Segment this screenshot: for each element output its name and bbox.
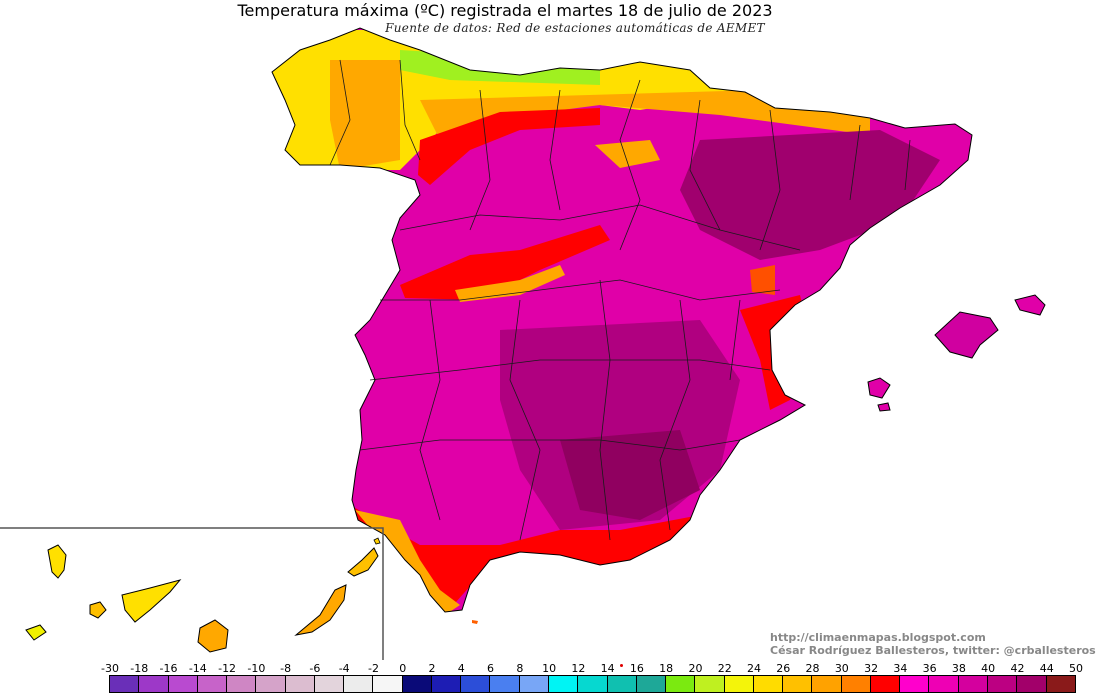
island-alboran — [472, 620, 478, 624]
province-borders — [329, 59, 911, 541]
legend-swatch — [1046, 676, 1075, 692]
legend-label: 0 — [399, 662, 407, 675]
legend-swatch — [461, 676, 491, 692]
legend-swatch — [724, 676, 754, 692]
legend-label: -14 — [188, 662, 207, 675]
legend-label: 44 — [1039, 662, 1054, 675]
legend-label: -12 — [218, 662, 237, 675]
legend-label: -30 — [101, 662, 119, 675]
legend-swatch — [753, 676, 784, 692]
legend-label: 16 — [629, 662, 644, 675]
island-lanzarote — [347, 547, 379, 577]
legend-swatch — [314, 676, 345, 692]
iberico-orange-spot — [595, 140, 660, 168]
legend-label: -10 — [247, 662, 266, 675]
legend-swatch — [578, 676, 608, 692]
legend-swatch — [958, 676, 988, 692]
island-graciosa — [373, 537, 381, 545]
legend-swatch — [256, 676, 286, 692]
legend-swatch — [841, 676, 871, 692]
legend-swatch — [636, 676, 667, 692]
central-orange-band — [455, 265, 565, 302]
legend-swatch — [783, 676, 813, 692]
legend-swatch — [929, 676, 959, 692]
legend-label: 30 — [834, 662, 849, 675]
legend-swatch — [402, 676, 432, 692]
map-title: Temperatura máxima (ºC) registrada el ma… — [237, 1, 773, 20]
island-formentera — [877, 402, 891, 412]
island-la-gomera — [89, 601, 107, 619]
legend-swatch — [519, 676, 549, 692]
legend-swatch — [666, 676, 696, 692]
legend-swatch — [900, 676, 930, 692]
canary-inset-frame — [0, 527, 384, 660]
island-fuerteventura — [294, 584, 347, 636]
legend-label: 6 — [487, 662, 495, 675]
legend-swatch — [548, 676, 579, 692]
legend-swatch — [168, 676, 198, 692]
legend-marker-dot — [620, 664, 623, 667]
legend-label: 28 — [805, 662, 820, 675]
legend-label: 10 — [542, 662, 557, 675]
legend-label: -2 — [367, 662, 379, 675]
legend-label: 26 — [776, 662, 791, 675]
legend-label: -16 — [159, 662, 178, 675]
blog-credit: http://climaenmapas.blogspot.com — [770, 631, 986, 644]
legend-label: -6 — [309, 662, 321, 675]
legend-swatch — [987, 676, 1018, 692]
legend-swatch — [490, 676, 520, 692]
legend-swatch — [373, 676, 403, 692]
legend-swatch — [1017, 676, 1047, 692]
legend-labels: -30 -18 -16 -14 -12 -10 -8 -6 -4 -2 0 2 4 6 8 10 12 14 16 1… — [0, 662, 1098, 676]
legend-swatch — [431, 676, 462, 692]
legend-label: 20 — [688, 662, 703, 675]
legend-swatch — [110, 676, 140, 692]
legend-swatch — [139, 676, 169, 692]
legend-label: 40 — [981, 662, 996, 675]
legend-label: -8 — [280, 662, 292, 675]
east-coast-orange — [750, 265, 775, 295]
legend-label: 14 — [600, 662, 615, 675]
north-orange-zone-2 — [420, 90, 870, 140]
legend-swatch — [227, 676, 257, 692]
legend-label: 22 — [717, 662, 732, 675]
island-ibiza — [867, 377, 891, 399]
legend-label: 42 — [1010, 662, 1025, 675]
legend-label: 8 — [516, 662, 524, 675]
legend-label: 34 — [893, 662, 908, 675]
map-subtitle: Fuente de datos: Red de estaciones autom… — [385, 21, 765, 35]
legend-label: 38 — [951, 662, 966, 675]
island-gran-canaria — [197, 619, 229, 653]
north-orange-zone — [330, 60, 400, 170]
legend-swatch — [695, 676, 725, 692]
legend-swatch — [285, 676, 315, 692]
legend-color-bar — [109, 675, 1076, 693]
legend-label: 32 — [864, 662, 879, 675]
legend-label: 24 — [747, 662, 761, 675]
legend-label: 18 — [659, 662, 674, 675]
legend-swatch — [197, 676, 228, 692]
legend-label: 2 — [428, 662, 436, 675]
island-la-palma — [47, 544, 67, 579]
legend-label: 4 — [457, 662, 465, 675]
island-menorca — [1014, 294, 1046, 316]
legend-swatch — [607, 676, 637, 692]
legend-swatch — [344, 676, 374, 692]
legend-label: 50 — [1069, 662, 1083, 675]
legend-label: 36 — [922, 662, 937, 675]
island-tenerife — [121, 579, 182, 623]
legend-label: -18 — [130, 662, 149, 675]
legend-swatch — [870, 676, 901, 692]
island-mallorca — [934, 311, 999, 359]
central-red-band — [400, 225, 610, 300]
legend-label: 12 — [571, 662, 586, 675]
mainland-outline — [271, 27, 973, 613]
legend-label: -4 — [338, 662, 350, 675]
legend-swatch — [812, 676, 842, 692]
author-credit: César Rodríguez Ballesteros, twitter: @c… — [770, 644, 1096, 657]
island-el-hierro — [25, 624, 47, 641]
